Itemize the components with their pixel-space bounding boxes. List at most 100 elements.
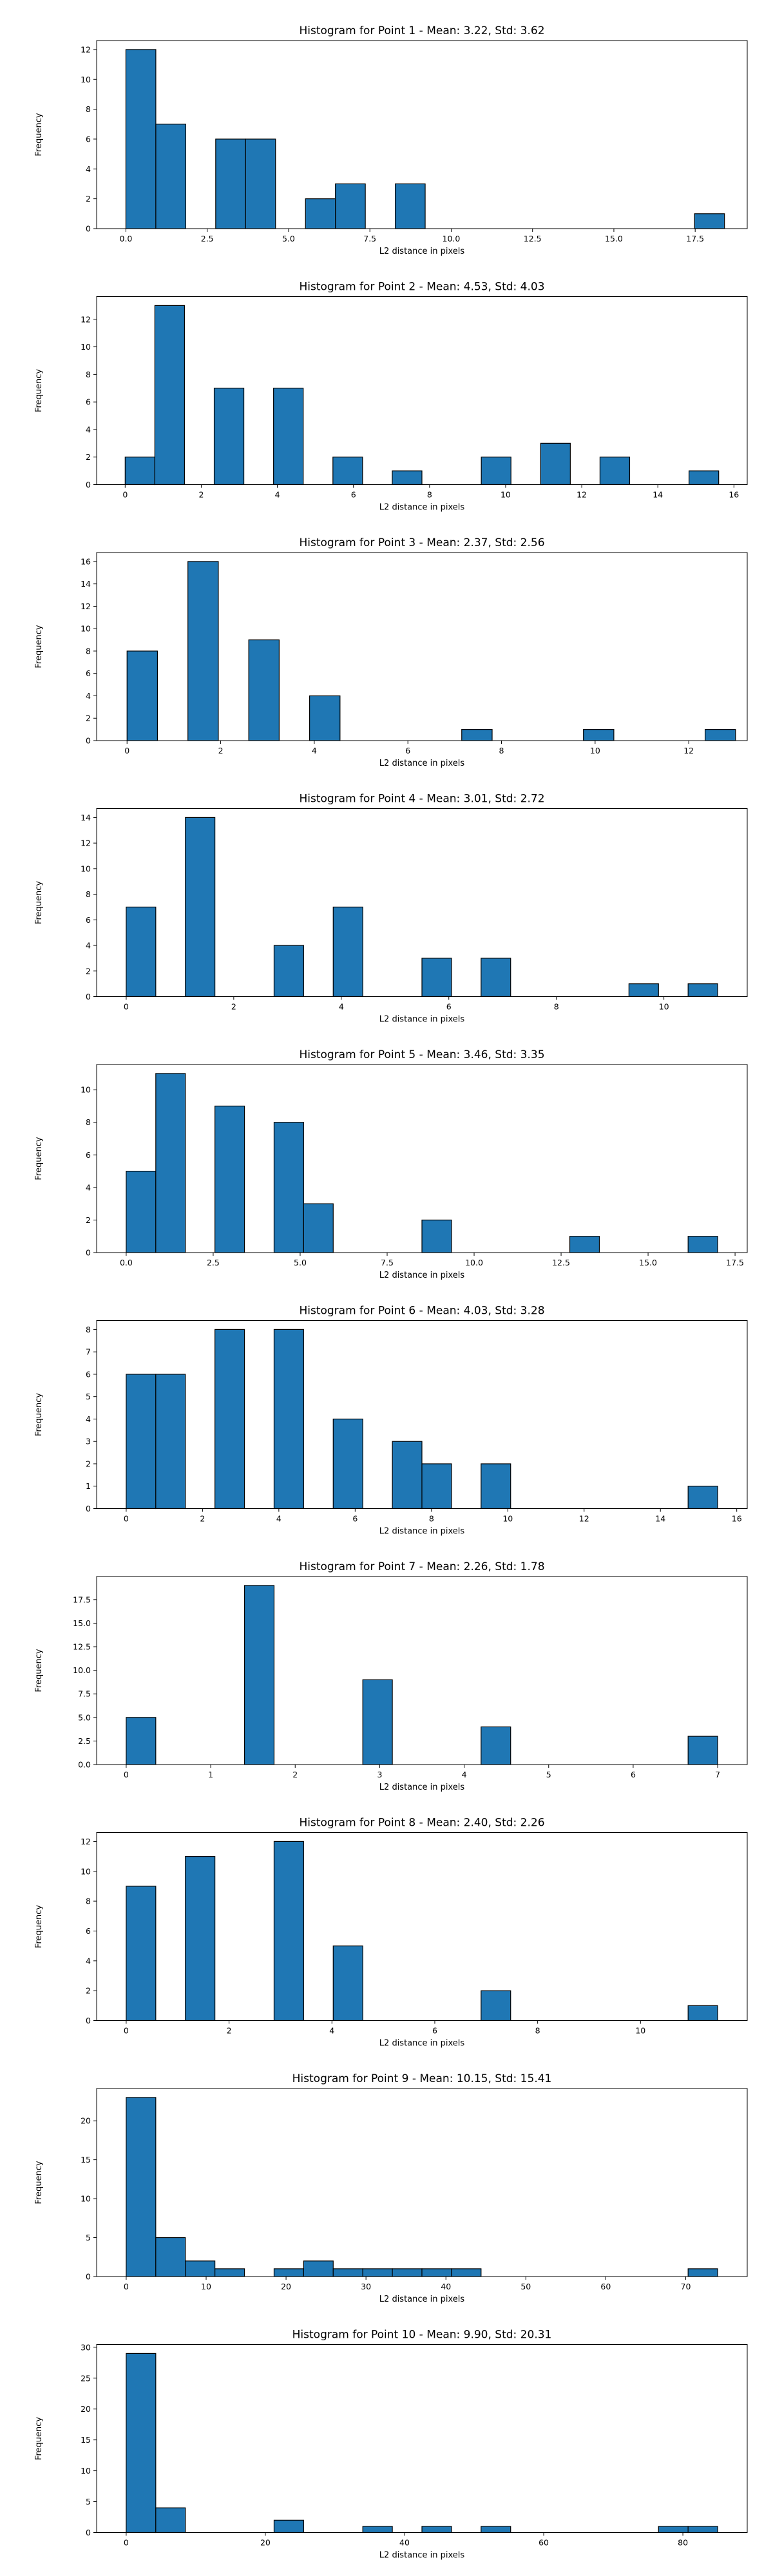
y-tick-label: 10: [81, 2194, 91, 2204]
y-tick-label: 0.0: [78, 1760, 91, 1770]
x-tick-label: 4: [276, 1514, 282, 1524]
x-tick-label: 7.5: [363, 234, 376, 243]
y-tick-label: 3: [86, 1437, 91, 1446]
y-tick-label: 15.0: [73, 1618, 91, 1628]
x-tick-label: 17.5: [686, 234, 704, 243]
histogram-bar: [273, 2519, 304, 2533]
x-tick-label: 6: [432, 2026, 437, 2036]
y-tick-label: 8: [86, 370, 91, 379]
histogram-bar: [273, 1841, 304, 2022]
y-tick-label: 0: [86, 2528, 91, 2537]
x-tick-label: 4: [462, 1770, 467, 1779]
histogram-bar: [392, 2268, 423, 2277]
y-tick-label: 30: [81, 2342, 91, 2352]
chart-title: Histogram for Point 2 - Mean: 4.53, Std:…: [299, 281, 544, 294]
histogram-bar: [332, 906, 363, 998]
histogram-bar: [215, 138, 246, 229]
x-axis-label: L2 distance in pixels: [379, 1271, 465, 1280]
y-tick-label: 10: [81, 342, 91, 352]
y-tick-label: 6: [86, 1369, 91, 1379]
histogram-panel-4: Histogram for Point 4 - Mean: 3.01, Std:…: [34, 793, 748, 1025]
y-tick-label: 0: [86, 992, 91, 1001]
histogram-bar: [362, 2526, 393, 2533]
x-tick-label: 14: [655, 1514, 665, 1524]
histogram-bar: [687, 1736, 718, 1765]
x-tick-label: 0: [124, 2282, 129, 2291]
y-tick-label: 6: [86, 397, 91, 407]
histogram-bar: [215, 2268, 245, 2277]
histogram-bar: [687, 2268, 718, 2277]
x-tick-label: 0: [122, 490, 128, 500]
x-tick-label: 20: [281, 2282, 291, 2291]
y-tick-label: 6: [86, 1150, 91, 1160]
y-tick-label: 15: [81, 2435, 91, 2445]
chart-title: Histogram for Point 8 - Mean: 2.40, Std:…: [299, 1817, 544, 1830]
histogram-bar: [126, 650, 158, 741]
y-tick-label: 8: [86, 1117, 91, 1127]
histogram-bar: [694, 213, 725, 229]
x-tick-label: 3: [377, 1770, 382, 1779]
y-tick-label: 2: [86, 1459, 91, 1468]
x-tick-label: 5.0: [282, 234, 295, 243]
histogram-bar: [481, 1463, 511, 1510]
histogram-panel-2: Histogram for Point 2 - Mean: 4.53, Std:…: [34, 281, 748, 513]
x-tick-label: 60: [600, 2282, 611, 2291]
y-tick-label: 4: [86, 941, 91, 951]
y-axis-label: Frequency: [34, 881, 44, 924]
x-axis-label: L2 distance in pixels: [379, 247, 465, 256]
histogram-bar: [215, 1329, 245, 1510]
x-tick-label: 15.0: [639, 1258, 657, 1267]
y-tick-label: 8: [86, 1325, 91, 1334]
histogram-bar: [421, 2268, 452, 2277]
histogram-bar: [687, 1236, 718, 1253]
x-tick-label: 8: [499, 746, 504, 755]
x-axis-label: L2 distance in pixels: [379, 1783, 465, 1792]
histogram-bar: [126, 1374, 157, 1510]
histogram-bar: [540, 442, 571, 486]
y-tick-label: 10: [81, 2466, 91, 2476]
x-tick-label: 5: [546, 1770, 551, 1779]
y-tick-label: 10: [81, 624, 91, 634]
y-tick-label: 7.5: [78, 1689, 91, 1699]
y-tick-label: 0: [86, 1504, 91, 1513]
y-tick-label: 0: [86, 1248, 91, 1258]
histogram-bar: [126, 1886, 157, 2022]
plot-frame: [96, 1064, 748, 1253]
histogram-bar: [126, 1717, 157, 1765]
histogram-bar: [273, 2268, 304, 2277]
y-tick-label: 8: [86, 889, 91, 899]
x-tick-label: 0: [124, 2026, 129, 2036]
x-tick-label: 50: [520, 2282, 531, 2291]
y-tick-label: 0: [86, 2016, 91, 2025]
x-axis-label: L2 distance in pixels: [379, 2039, 465, 2049]
x-tick-label: 10.0: [443, 234, 461, 243]
histogram-bar: [658, 2526, 689, 2533]
histogram-bar: [332, 1946, 363, 2022]
y-tick-label: 14: [81, 579, 91, 589]
x-axis-label: L2 distance in pixels: [379, 2551, 465, 2561]
x-tick-label: 4: [275, 490, 280, 500]
histogram-panel-5: Histogram for Point 5 - Mean: 3.46, Std:…: [34, 1048, 748, 1280]
y-tick-label: 12.5: [73, 1642, 91, 1652]
y-tick-label: 12: [81, 1837, 91, 1846]
x-tick-label: 14: [653, 490, 663, 500]
y-tick-label: 6: [86, 1926, 91, 1936]
x-tick-label: 2: [218, 746, 224, 755]
x-tick-label: 20: [260, 2538, 271, 2548]
x-tick-label: 40: [441, 2282, 451, 2291]
y-tick-label: 0: [86, 224, 91, 234]
y-tick-label: 4: [86, 1182, 91, 1192]
plot-frame: [96, 1320, 748, 1509]
y-tick-label: 6: [86, 668, 91, 678]
x-tick-label: 4: [312, 746, 317, 755]
x-tick-label: 7: [715, 1770, 720, 1779]
y-tick-label: 17.5: [73, 1595, 91, 1604]
y-tick-label: 10: [81, 1085, 91, 1095]
histogram-panel-7: Histogram for Point 7 - Mean: 2.26, Std:…: [34, 1560, 748, 1792]
x-axis-label: L2 distance in pixels: [379, 1527, 465, 1537]
y-tick-label: 0: [86, 480, 91, 489]
histogram-bar: [213, 388, 245, 486]
y-tick-label: 7: [86, 1347, 91, 1357]
y-axis-label: Frequency: [34, 1393, 44, 1436]
y-tick-label: 2: [86, 194, 91, 204]
